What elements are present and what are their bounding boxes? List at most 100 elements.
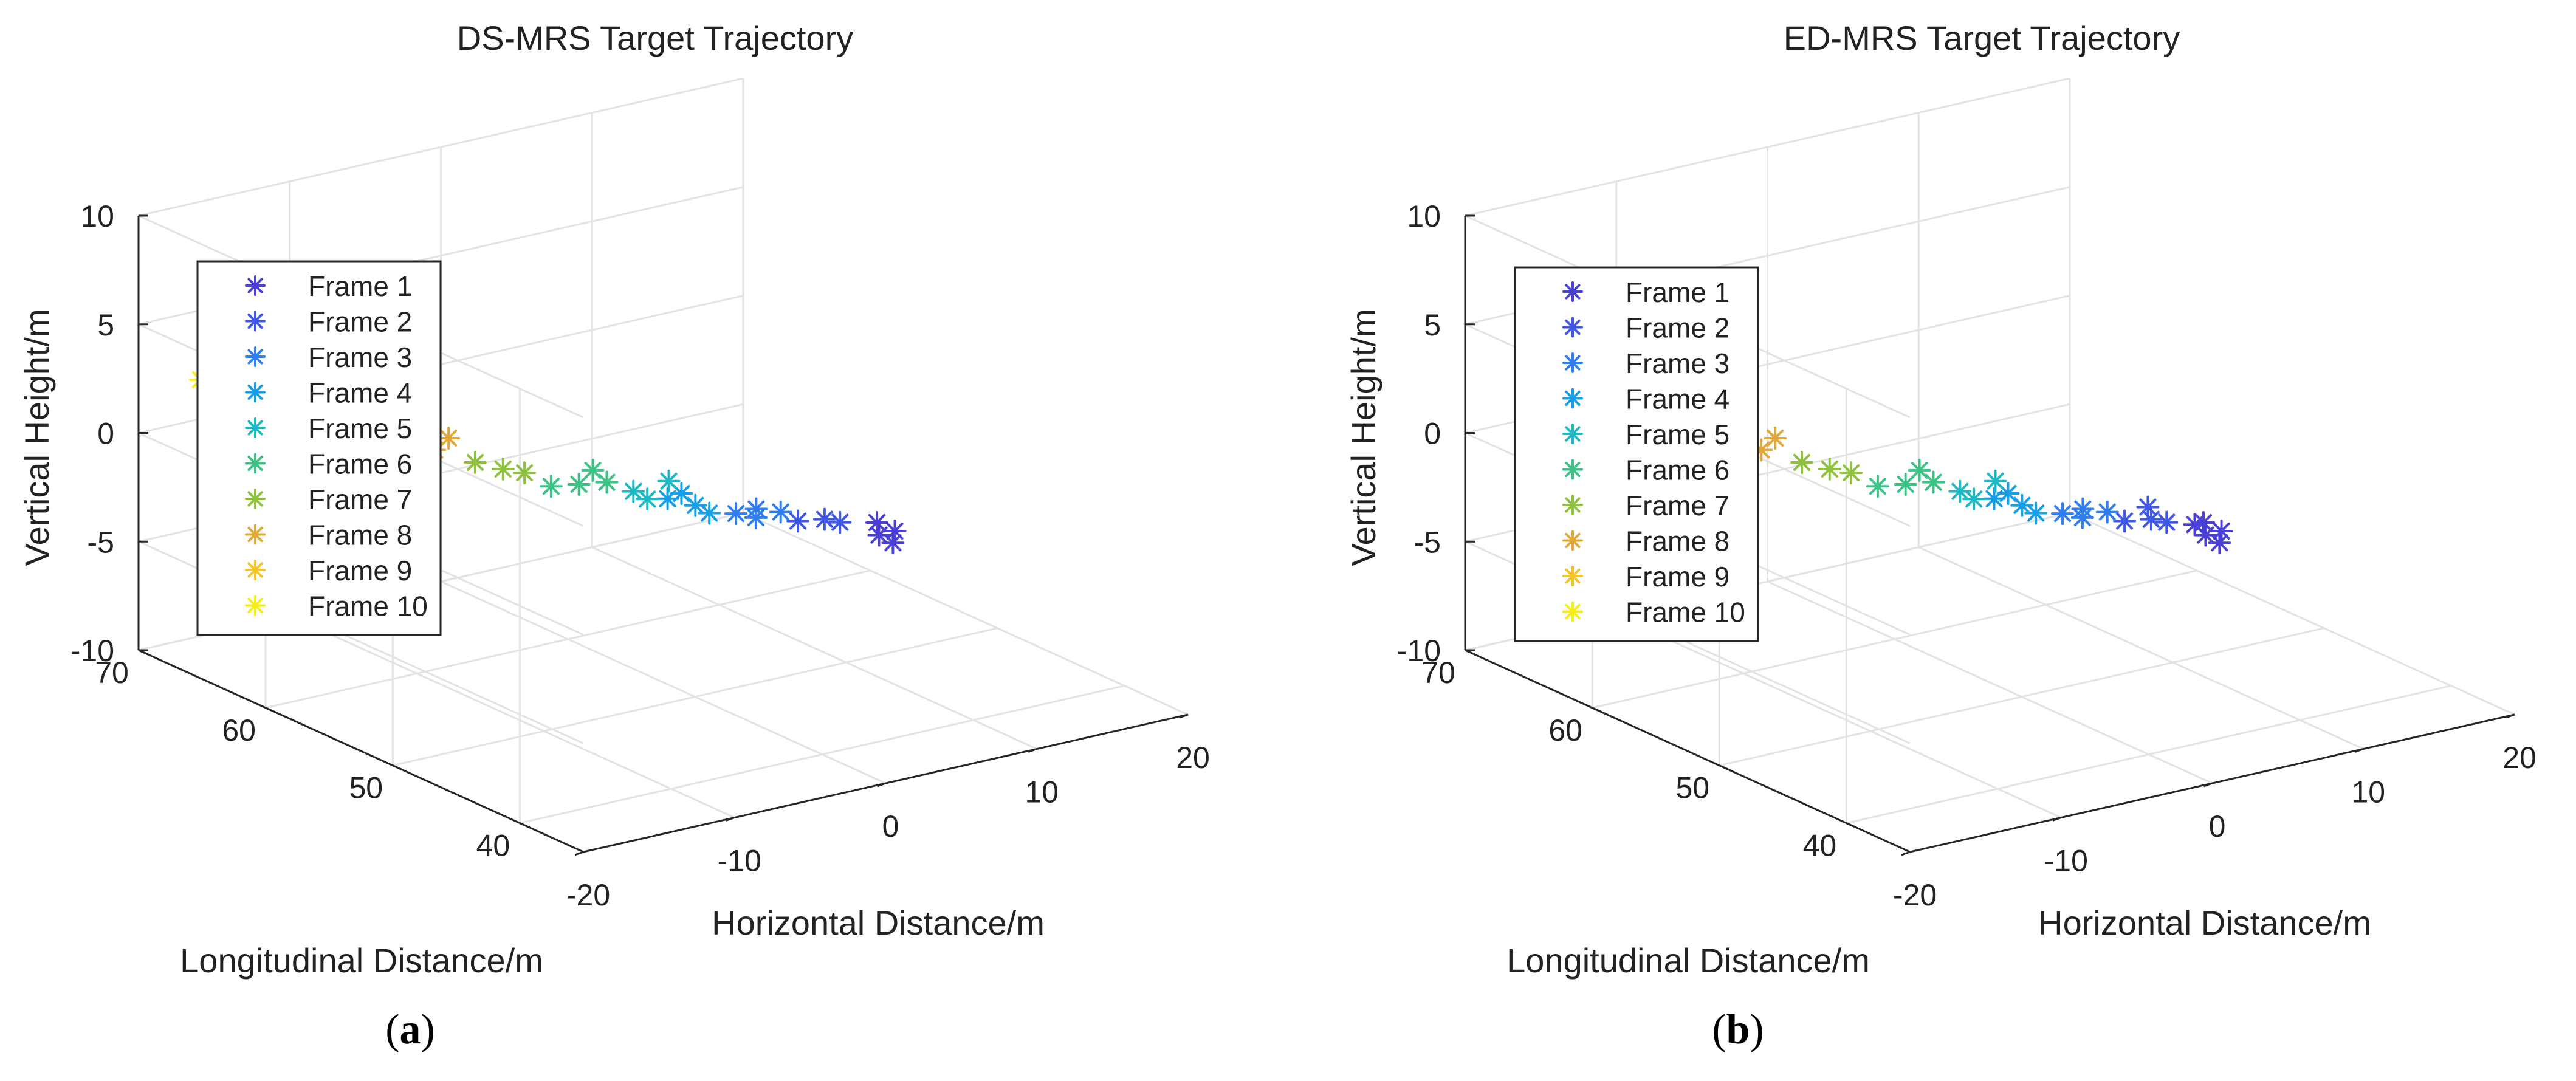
- y-tick: [1846, 822, 1857, 828]
- data-point-frame-7: [1790, 450, 1813, 474]
- legend-label-frame-9: Frame 9: [1626, 561, 1729, 592]
- y-tick-label: 40: [476, 829, 510, 863]
- marker-stroke: [1793, 453, 1811, 471]
- x-tick: [2203, 782, 2213, 788]
- data-point-frame-3: [724, 502, 748, 526]
- x-axis-title: Horizontal Distance/m: [712, 904, 1045, 942]
- grid-line: [520, 685, 1125, 825]
- data-point-frame-3: [744, 497, 768, 521]
- data-point-frame-2: [2155, 510, 2179, 534]
- data-point-frame-7: [1818, 457, 1841, 481]
- marker-stroke: [516, 464, 534, 482]
- z-tick-label: 5: [97, 308, 114, 342]
- legend-marker-frame-7: [245, 489, 266, 509]
- marker-stroke: [687, 496, 704, 514]
- data-point-frame-6: [1894, 472, 1917, 496]
- y-axis-line: [1465, 649, 1911, 853]
- y-tick: [392, 764, 403, 771]
- legend-marker-frame-6: [245, 453, 266, 474]
- legend-marker-frame-10: [1562, 601, 1583, 622]
- marker-stroke: [1565, 532, 1581, 549]
- z-tick-label: 0: [1424, 417, 1441, 451]
- data-point-frame-5: [657, 469, 681, 493]
- legend-marker-frame-3: [1562, 352, 1583, 373]
- y-tick-label: 40: [1803, 829, 1837, 863]
- marker-stroke: [660, 472, 678, 490]
- y-tick-label: 70: [95, 656, 129, 690]
- data-point-frame-6: [539, 475, 563, 498]
- z-tick-label: 10: [1407, 199, 1441, 233]
- z-axis-title: Vertical Height/m: [1344, 309, 1382, 566]
- marker-stroke: [247, 491, 263, 507]
- marker-stroke: [816, 510, 833, 528]
- marker-stroke: [1565, 426, 1581, 442]
- marker-stroke: [2054, 505, 2072, 523]
- marker-stroke: [247, 562, 263, 578]
- data-point-frame-5: [1948, 479, 1972, 503]
- z-tick-label: 5: [1424, 308, 1441, 342]
- y-tick-label: 50: [349, 771, 383, 805]
- x-tick-label: 10: [2351, 775, 2385, 809]
- marker-stroke: [584, 461, 602, 479]
- data-point-frame-1: [2208, 531, 2231, 555]
- x-axis-title: Horizontal Distance/m: [2038, 904, 2371, 942]
- data-point-frame-4: [2010, 493, 2034, 517]
- marker-stroke: [247, 420, 263, 436]
- data-point-frame-6: [1866, 475, 1889, 498]
- legend-label-frame-6: Frame 6: [1626, 455, 1729, 486]
- marker-stroke: [789, 512, 807, 530]
- data-point-frame-6: [1908, 458, 1931, 482]
- marker-stroke: [2158, 513, 2176, 531]
- marker-stroke: [868, 513, 886, 532]
- legend-label-frame-5: Frame 5: [308, 413, 412, 444]
- x-tick: [1901, 851, 1911, 856]
- grid-line: [1719, 627, 2324, 767]
- marker-stroke: [247, 278, 263, 293]
- data-point-frame-1: [883, 519, 907, 543]
- legend-label-frame-1: Frame 1: [1626, 276, 1729, 308]
- data-point-frame-6: [581, 458, 605, 482]
- x-tick-label: 0: [2209, 809, 2226, 843]
- legend-label-frame-6: Frame 6: [308, 448, 412, 480]
- legend-label-frame-7: Frame 7: [1626, 490, 1729, 521]
- marker-stroke: [1843, 464, 1860, 482]
- legend-marker-frame-8: [245, 524, 266, 545]
- grid-line: [591, 546, 1037, 750]
- marker-stroke: [2139, 498, 2157, 516]
- marker-stroke: [639, 490, 656, 508]
- marker-stroke: [2098, 503, 2116, 521]
- data-point-frame-6: [1922, 470, 1945, 494]
- marker-stroke: [1565, 461, 1581, 478]
- legend-label-frame-8: Frame 8: [308, 520, 412, 551]
- x-tick: [876, 782, 887, 788]
- data-point-frame-7: [1839, 461, 1863, 485]
- marker-stroke: [247, 313, 263, 329]
- legend-label-frame-4: Frame 4: [308, 377, 412, 409]
- x-tick-label: 20: [1176, 741, 1210, 775]
- grid-line: [265, 569, 871, 709]
- x-tick-label: -20: [566, 878, 610, 912]
- data-point-frame-3: [2051, 502, 2075, 526]
- marker-stroke: [1869, 478, 1886, 495]
- legend-label-frame-2: Frame 2: [308, 306, 412, 338]
- marker-stroke: [1821, 460, 1838, 478]
- marker-stroke: [727, 505, 745, 523]
- marker-stroke: [1965, 490, 1983, 508]
- grid-line: [1592, 569, 2197, 709]
- x-tick-label: -10: [2044, 844, 2088, 878]
- data-point-frame-7: [463, 450, 487, 474]
- data-point-frame-4: [2024, 501, 2048, 525]
- marker-stroke: [1565, 284, 1581, 300]
- legend-marker-frame-5: [1562, 424, 1583, 444]
- legend-marker-frame-7: [1562, 495, 1583, 515]
- legend-marker-frame-2: [245, 311, 266, 332]
- data-point-frame-3: [769, 500, 792, 524]
- grid-line: [1767, 580, 2213, 784]
- data-point-frame-8: [1764, 426, 1787, 450]
- x-tick: [1028, 748, 1037, 753]
- marker-stroke: [1565, 603, 1581, 620]
- data-point-frame-7: [491, 457, 515, 481]
